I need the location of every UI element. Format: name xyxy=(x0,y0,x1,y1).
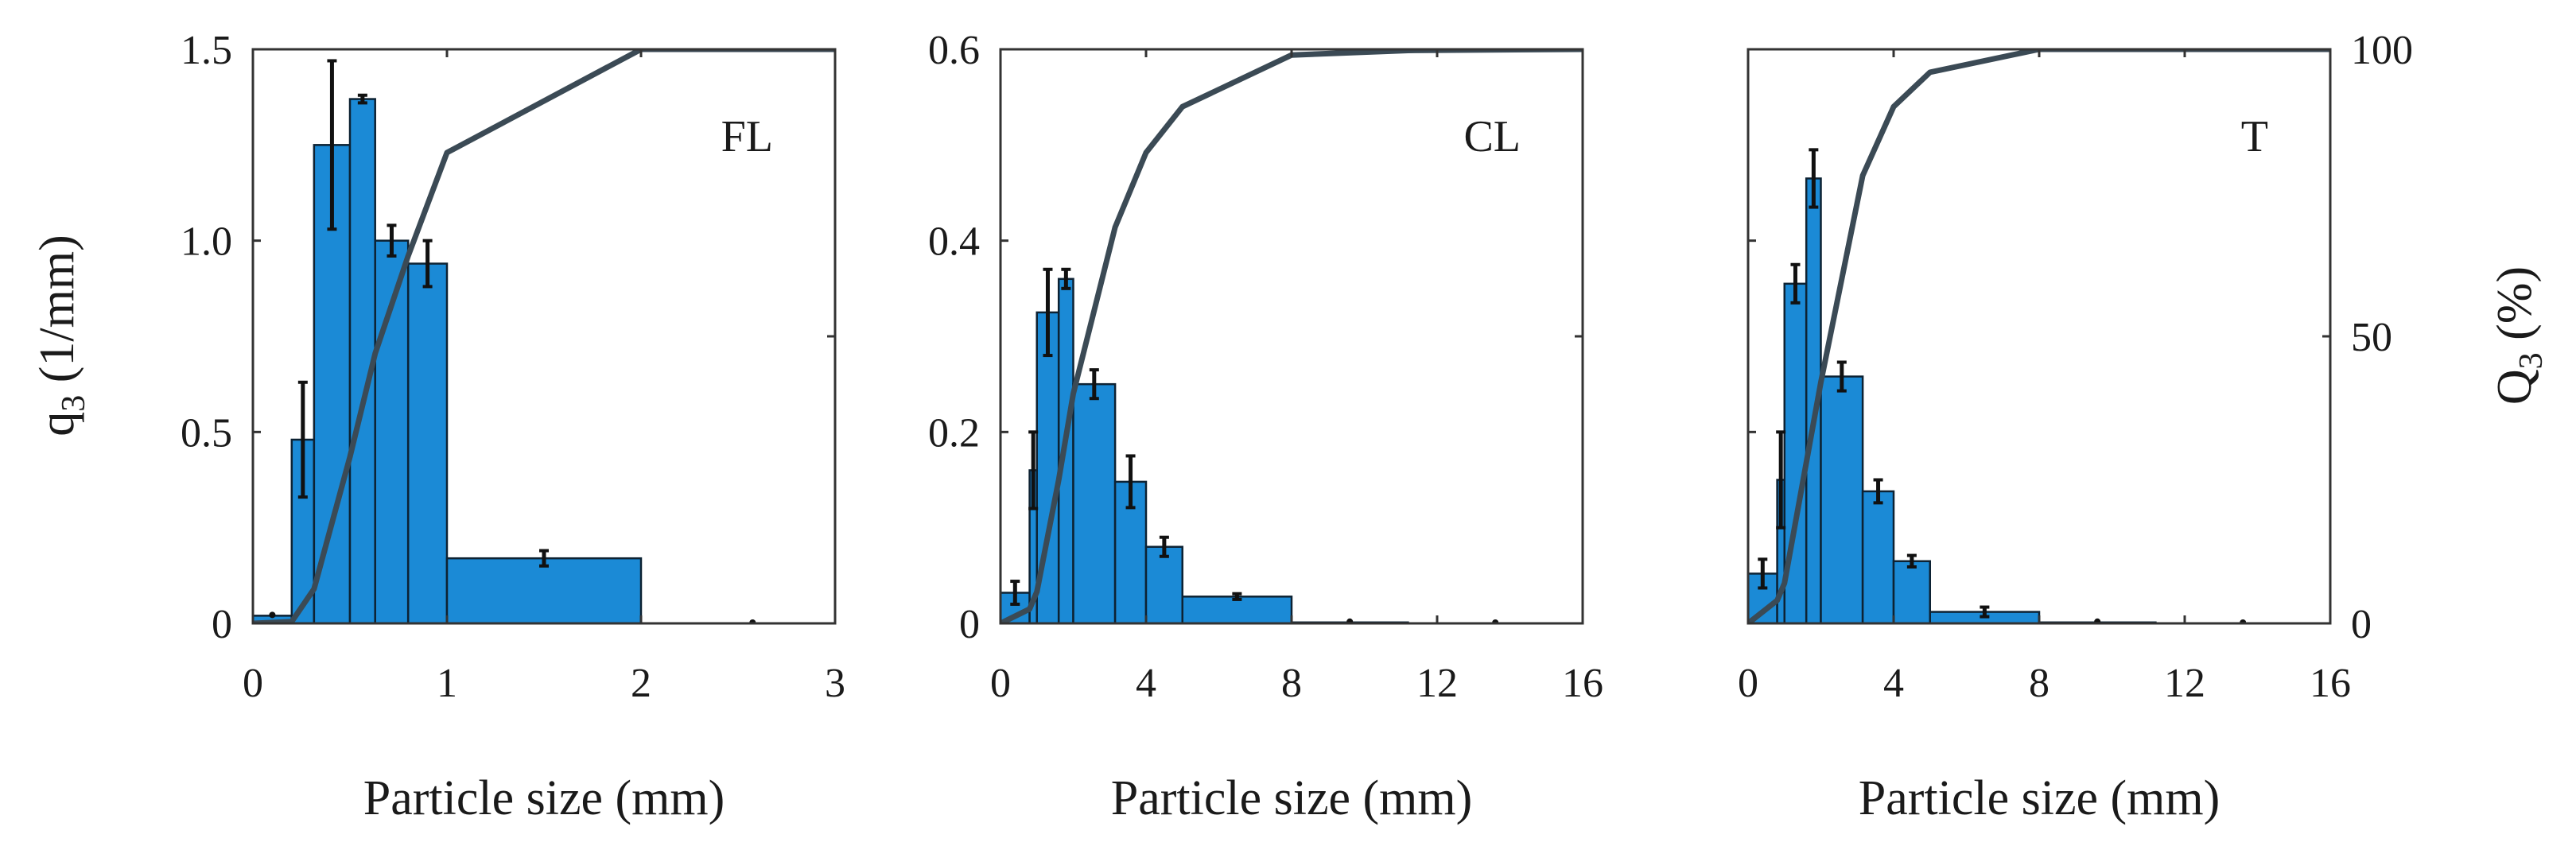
x-tick-label: 4 xyxy=(1136,661,1156,706)
bar-t-6 xyxy=(1892,560,1931,623)
y2-tick-label: 0 xyxy=(2351,602,2372,647)
bar-cl-6 xyxy=(1144,545,1183,623)
x-tick-label: 4 xyxy=(1883,661,1904,706)
plot-area xyxy=(1000,49,1583,623)
y-tick-label: 0.4 xyxy=(928,219,980,265)
right-axis-label: Q3 (%) xyxy=(2488,266,2550,405)
bar-cl-7 xyxy=(1181,596,1293,623)
y-tick-label: 0.5 xyxy=(181,410,232,456)
x-tick-label: 2 xyxy=(631,661,651,706)
x-tick-label: 12 xyxy=(2164,661,2205,706)
y-tick-label: 0.6 xyxy=(928,28,980,73)
y2-tick-label: 100 xyxy=(2351,28,2413,73)
x-tick-label: 0 xyxy=(1738,661,1758,706)
panel-cl: 0 4 8 12 16 0 0.2 0.4 0.6 CL Particle size (mm) xyxy=(928,28,1603,825)
x-tick-label: 16 xyxy=(2310,661,2351,706)
y-tick-label: 0 xyxy=(959,602,980,647)
value-marker-8 xyxy=(1346,618,1354,623)
y-tick-label: 1.5 xyxy=(181,28,232,73)
left-axis-label: q3 (1/mm) xyxy=(30,235,92,436)
bar-cl-4 xyxy=(1072,382,1117,623)
value-marker-8 xyxy=(2094,618,2101,623)
y2-tick-label: 50 xyxy=(2351,315,2392,360)
x-tick-label: 3 xyxy=(825,661,845,706)
cumulative-curve-fl xyxy=(253,49,835,623)
bar-fl-5 xyxy=(406,262,449,623)
cumulative-curve-cl xyxy=(1000,49,1583,623)
x-axis-label: Particle size (mm) xyxy=(1859,771,2220,825)
x-tick-label: 0 xyxy=(243,661,263,706)
x-tick-label: 1 xyxy=(437,661,457,706)
panel-fl: 0 1 2 3 0 0.5 1.0 1.5 FL Particle size (mm) xyxy=(181,28,845,825)
panel-title: CL xyxy=(1463,112,1521,161)
panel-title: T xyxy=(2241,112,2268,161)
x-axis-label: Particle size (mm) xyxy=(363,771,725,825)
x-tick-label: 0 xyxy=(990,661,1011,706)
y-tick-label: 1.0 xyxy=(181,219,232,265)
y-tick-label: 0.2 xyxy=(928,410,980,456)
x-tick-label: 8 xyxy=(2029,661,2050,706)
cumulative-curve-t xyxy=(1748,49,2330,623)
panel-title: FL xyxy=(721,112,773,161)
bar-fl-6 xyxy=(445,557,643,623)
plot-area xyxy=(253,49,835,623)
bar-t-5 xyxy=(1861,490,1895,623)
x-tick-label: 8 xyxy=(1281,661,1302,706)
x-tick-label: 16 xyxy=(1562,661,1603,706)
x-axis-label: Particle size (mm) xyxy=(1111,771,1473,825)
x-tick-label: 12 xyxy=(1416,661,1458,706)
value-marker-0 xyxy=(269,611,276,619)
bar-t-4 xyxy=(1820,375,1864,623)
plot-area xyxy=(1748,49,2330,623)
y-tick-label: 0 xyxy=(212,602,232,647)
